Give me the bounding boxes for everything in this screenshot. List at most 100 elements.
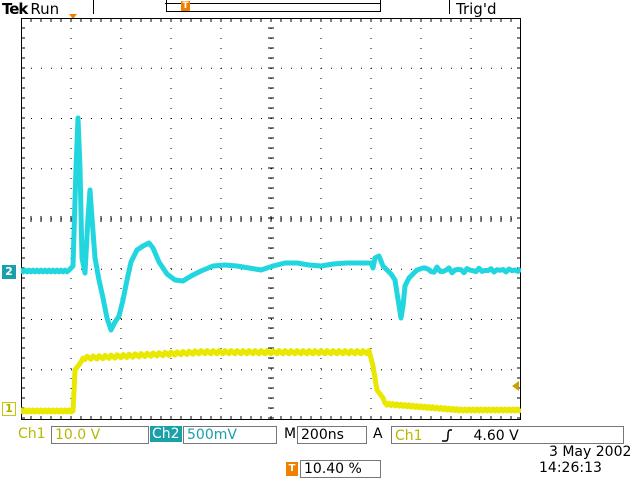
grid-dot [481, 168, 482, 170]
grid-dot [420, 258, 422, 259]
timebase-value[interactable]: 200ns [297, 426, 367, 444]
grid-dot [431, 369, 432, 371]
divider [93, 0, 94, 14]
grid-dot [151, 118, 152, 119]
grid-dot [70, 128, 72, 129]
grid-dot [111, 118, 112, 119]
grid-dot [470, 238, 472, 239]
grid-dot [141, 118, 142, 119]
grid-dot [221, 67, 222, 69]
grid-dot [220, 248, 222, 249]
grid-dot [211, 168, 212, 170]
ch1-ground-marker[interactable]: 1 [2, 402, 16, 416]
grid-dot [291, 67, 292, 69]
grid-dot [420, 248, 422, 249]
grid-dot [220, 408, 222, 409]
trigger-readout[interactable]: Ch1 4.60 V [391, 426, 624, 444]
grid-dot [401, 67, 402, 69]
grid-dot [470, 368, 472, 369]
grid-dot [420, 148, 422, 149]
grid-dot [220, 288, 222, 289]
ch2-scale[interactable]: 500mV [183, 426, 277, 444]
grid-dot [170, 78, 172, 79]
grid-dot [201, 67, 202, 69]
grid-dot [331, 67, 332, 69]
grid-dot [120, 108, 122, 109]
grid-dot [61, 118, 62, 119]
ch2-ground-marker[interactable]: 2 [2, 265, 16, 279]
grid-dot [301, 369, 302, 371]
grid-dot [220, 308, 222, 309]
grid-dot [241, 67, 242, 69]
grid-dot [91, 268, 92, 270]
trigger-position-percent[interactable]: 10.40 % [300, 460, 381, 478]
ch1-label: Ch1 [18, 426, 46, 442]
grid-dot [241, 369, 242, 371]
status-bar: Ch1 10.0 V Ch2 500mV M 200ns A Ch1 4.60 … [18, 426, 638, 444]
grid-dot [31, 319, 32, 320]
grid-dot [331, 369, 332, 371]
grid-dot [320, 148, 322, 149]
grid-dot [420, 78, 422, 79]
grid-dot [461, 118, 462, 119]
record-window-line [165, 3, 380, 4]
grid-dot [120, 398, 122, 399]
grid-dot [221, 319, 222, 320]
grid-dot [70, 158, 72, 159]
grid-dot [220, 138, 222, 139]
grid-dot [70, 58, 72, 59]
trigger-level-marker[interactable] [512, 381, 519, 391]
grid-dot [420, 198, 422, 199]
grid-dot [461, 369, 462, 371]
grid-dot [211, 118, 212, 119]
grid-dot [220, 298, 222, 299]
grid-dot [220, 158, 222, 159]
grid-dot [301, 118, 302, 119]
grid-dot [411, 118, 412, 119]
ch1-scale[interactable]: 10.0 V [51, 426, 149, 444]
grid-dot [191, 118, 192, 119]
grid-dot [370, 388, 372, 389]
grid-dot [121, 168, 122, 170]
grid-dot [131, 369, 132, 371]
grid-dot [131, 168, 132, 170]
grid-dot [220, 178, 222, 179]
grid-dot [321, 369, 322, 371]
grid-dot [331, 168, 332, 170]
grid-dot [451, 67, 452, 69]
grid-dot [71, 67, 72, 69]
grid-dot [171, 67, 172, 69]
grid-dot [70, 358, 72, 359]
grid-dot [21, 168, 22, 170]
grid-dot [220, 368, 222, 369]
grid-dot [170, 178, 172, 179]
grid-dot [170, 108, 172, 109]
grid-dot [321, 118, 322, 119]
grid-dot [201, 168, 202, 170]
grid-dot [170, 38, 172, 39]
grid-dot [320, 318, 322, 319]
grid-dot [81, 67, 82, 69]
grid-dot [220, 388, 222, 389]
grid-dot [271, 268, 272, 270]
grid-dot [470, 128, 472, 129]
grid-dot [191, 168, 192, 170]
grid-dot [361, 268, 362, 270]
grid-dot [51, 369, 52, 371]
trigger-source: Ch1 [395, 428, 423, 444]
grid-dot [31, 369, 32, 371]
grid-dot [370, 188, 372, 189]
grid-dot [221, 118, 222, 119]
grid-dot [251, 67, 252, 69]
grid-dot [420, 88, 422, 89]
grid-dot [170, 348, 172, 349]
grid-dot [111, 268, 112, 270]
grid-dot [370, 98, 372, 99]
grid-dot [70, 138, 72, 139]
grid-dot [420, 328, 422, 329]
grid-dot [420, 38, 422, 39]
grid-dot [111, 67, 112, 69]
grid-dot [231, 268, 232, 270]
grid-dot [351, 118, 352, 119]
grid-dot [470, 328, 472, 329]
